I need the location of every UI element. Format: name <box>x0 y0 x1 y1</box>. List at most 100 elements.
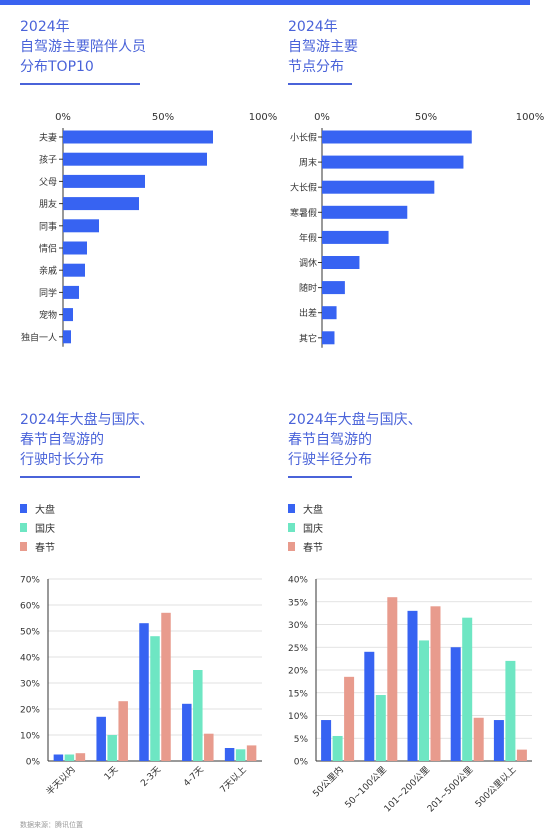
chart-title-companions: 2024年 自驾游主要陪伴人员 分布TOP10 <box>20 19 146 75</box>
legend-item-dapan: 大盘 <box>20 499 55 518</box>
title-underline <box>20 476 140 478</box>
bar <box>182 703 192 761</box>
x-tick-label: 101~200公里 <box>382 764 432 814</box>
y-tick-label: 25% <box>288 644 308 654</box>
bar <box>407 610 418 761</box>
bar <box>364 651 375 761</box>
bar <box>516 749 527 761</box>
bar <box>63 285 79 299</box>
legend-label: 国庆 <box>35 524 55 535</box>
bar <box>322 130 472 144</box>
chart-title-duration: 2024年大盘与国庆、 春节自驾游的 行驶时长分布 <box>20 412 154 468</box>
title-underline <box>20 83 140 85</box>
category-label: 调休 <box>299 257 317 269</box>
bar <box>63 130 213 144</box>
bar <box>107 735 117 761</box>
legend-radius: 大盘 国庆 春节 <box>288 499 323 556</box>
bar <box>63 152 207 166</box>
bar <box>321 720 332 761</box>
top-accent-bar <box>0 0 530 5</box>
bar <box>118 701 128 761</box>
x-tick-label: 50公里内 <box>310 764 346 800</box>
bar <box>63 197 139 211</box>
bar <box>322 331 335 345</box>
y-tick-label: 0% <box>26 758 41 768</box>
chart-title-radius: 2024年大盘与国庆、 春节自驾游的 行驶半径分布 <box>288 412 422 468</box>
category-label: 随时 <box>299 282 317 294</box>
bar <box>493 720 504 761</box>
bar <box>161 612 171 761</box>
category-label: 寒暑假 <box>290 207 317 219</box>
chart-title-timing: 2024年 自驾游主要 节点分布 <box>288 19 358 75</box>
y-tick-label: 0% <box>294 758 309 768</box>
legend-duration: 大盘 国庆 春节 <box>20 499 55 556</box>
legend-item-dapan: 大盘 <box>288 499 323 518</box>
y-tick-label: 10% <box>288 712 308 722</box>
category-label: 年假 <box>299 232 317 244</box>
x-tick-label: 50~100公里 <box>343 764 389 810</box>
y-tick-label: 50% <box>20 628 40 638</box>
legend-label: 大盘 <box>303 505 323 516</box>
x-tick-label: 201~500公里 <box>425 764 475 814</box>
legend-swatch <box>288 542 295 551</box>
bar <box>419 640 429 761</box>
category-label: 大长假 <box>290 182 317 194</box>
category-label: 父母 <box>39 177 57 188</box>
legend-swatch <box>288 504 295 513</box>
bar <box>322 230 389 244</box>
category-label: 情侣 <box>39 243 57 255</box>
legend-item-chunjie: 春节 <box>288 537 323 556</box>
bar <box>322 281 345 295</box>
x-tick-label: 100% <box>249 112 278 123</box>
legend-item-guoqing: 国庆 <box>20 518 55 537</box>
x-tick-label: 100% <box>516 112 545 123</box>
bar <box>375 695 386 761</box>
category-label: 其它 <box>299 332 317 344</box>
category-label: 宠物 <box>39 309 57 321</box>
x-tick-label: 半天以内 <box>44 764 78 798</box>
bar <box>322 180 435 194</box>
bar <box>204 733 214 761</box>
category-label: 亲戚 <box>39 265 57 277</box>
bar <box>387 597 398 761</box>
bar <box>473 717 484 761</box>
bar <box>450 647 461 761</box>
bar <box>246 745 257 761</box>
legend-swatch <box>288 523 295 532</box>
bar <box>224 748 235 761</box>
y-tick-label: 40% <box>288 576 308 586</box>
bar <box>505 660 516 761</box>
category-label: 小长假 <box>290 132 317 144</box>
bar <box>64 754 75 761</box>
category-label: 出差 <box>299 307 317 319</box>
y-tick-label: 60% <box>20 602 40 612</box>
bar <box>322 205 408 219</box>
bar <box>63 263 85 277</box>
category-label: 独自一人 <box>21 331 57 343</box>
y-tick-label: 10% <box>20 732 40 742</box>
bar <box>150 636 160 761</box>
y-tick-label: 20% <box>20 706 40 716</box>
data-source-note: 数据来源：腾讯位置 <box>20 821 83 829</box>
title-underline <box>288 476 352 478</box>
legend-swatch <box>20 542 27 551</box>
bar <box>322 155 464 169</box>
title-underline <box>288 83 352 85</box>
category-label: 周末 <box>299 157 317 169</box>
category-label: 孩子 <box>39 154 57 166</box>
bar <box>53 754 64 761</box>
bar <box>344 676 355 761</box>
y-tick-label: 20% <box>288 667 308 677</box>
legend-label: 春节 <box>303 543 323 554</box>
category-label: 朋友 <box>39 198 57 210</box>
bar <box>75 753 86 761</box>
y-tick-label: 30% <box>288 621 308 631</box>
bar <box>322 256 360 269</box>
bar <box>139 623 149 761</box>
legend-swatch <box>20 504 27 513</box>
x-tick-label: 50% <box>415 112 437 123</box>
bar <box>235 749 246 761</box>
x-tick-label: 7天以上 <box>218 764 249 795</box>
bar <box>63 330 71 344</box>
